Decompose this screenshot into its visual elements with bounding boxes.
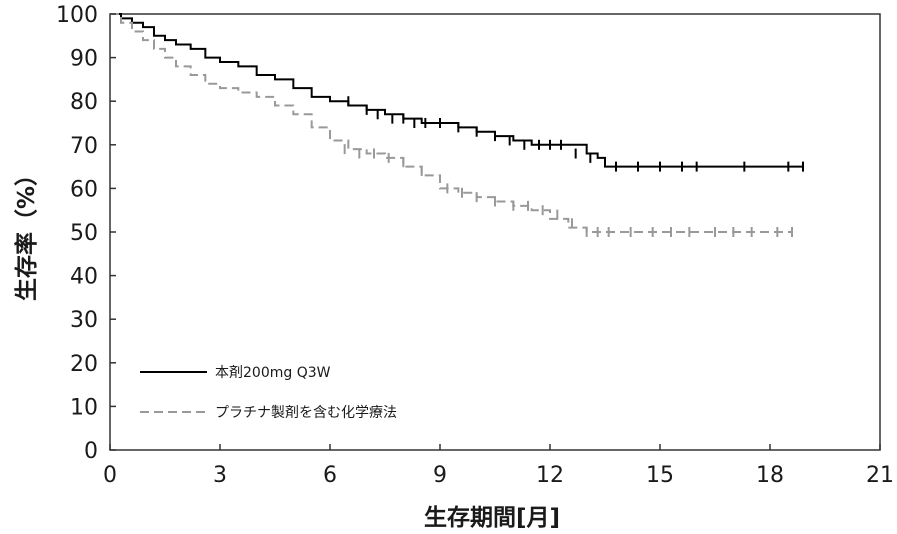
x-tick-label: 9	[433, 463, 447, 488]
axis-layer: 0 10 20 30 40 50 60 70 80 90 100 0 3 6 9 12 15 18 21	[56, 3, 894, 488]
series-2-line	[110, 13, 792, 233]
y-tick-label: 90	[70, 47, 98, 72]
y-tick-label: 100	[56, 3, 98, 28]
x-tick-label: 18	[756, 463, 784, 488]
y-tick-label: 30	[70, 308, 98, 333]
y-tick-label: 70	[70, 134, 98, 159]
x-tick-label: 15	[646, 463, 674, 488]
y-tick-label: 0	[84, 439, 98, 464]
series-layer	[110, 13, 804, 237]
legend-label-series-2: プラチナ製剤を含む化学療法	[215, 404, 397, 421]
x-tick-label: 3	[213, 463, 227, 488]
y-tick-label: 40	[70, 265, 98, 290]
x-tick-label: 12	[536, 463, 564, 488]
x-axis-title: 生存期間[月]	[424, 504, 560, 531]
series-1-line	[110, 13, 803, 168]
y-tick-label: 20	[70, 352, 98, 377]
legend: 本剤200mg Q3W プラチナ製剤を含む化学療法	[140, 365, 397, 421]
y-tick-label: 10	[70, 395, 98, 420]
x-tick-label: 6	[323, 463, 337, 488]
y-tick-label: 80	[70, 90, 98, 115]
y-tick-label: 50	[70, 221, 98, 246]
legend-label-series-1: 本剤200mg Q3W	[215, 365, 331, 381]
y-tick-label: 60	[70, 177, 98, 202]
x-tick-label: 0	[103, 463, 117, 488]
x-tick-label: 21	[866, 463, 894, 488]
y-axis-title: 生存率（%）	[13, 163, 40, 301]
